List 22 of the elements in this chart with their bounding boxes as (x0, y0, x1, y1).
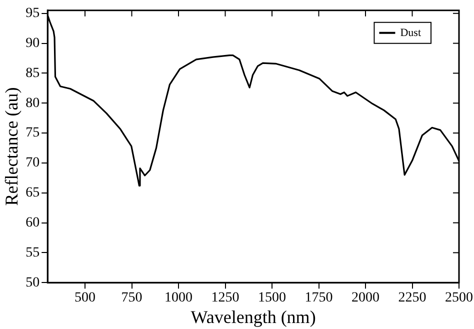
x-tick-label: 1000 (164, 290, 192, 306)
y-tick-label: 65 (26, 186, 40, 201)
y-tick-label: 55 (26, 245, 40, 260)
x-axis-title: Wavelength (nm) (190, 306, 316, 327)
x-tick-label: 2500 (445, 290, 473, 306)
x-tick-label: 2000 (352, 290, 380, 306)
x-tick-label: 1250 (211, 290, 240, 306)
y-tick-label: 50 (26, 275, 40, 290)
y-tick-label: 85 (26, 66, 40, 81)
y-tick-label: 70 (26, 156, 40, 171)
y-tick-label: 60 (26, 215, 40, 230)
y-tick-label: 95 (26, 6, 40, 22)
x-tick-label: 750 (121, 290, 142, 306)
x-tick-label: 500 (74, 290, 96, 306)
y-axis-title: Reflectance (au) (2, 87, 22, 206)
x-tick-label: 1500 (258, 290, 286, 306)
x-tick-label: 2250 (398, 290, 426, 306)
y-tick-label: 80 (26, 96, 40, 111)
y-tick-label: 90 (26, 36, 40, 51)
y-tick-label: 75 (26, 126, 40, 141)
legend-label: Dust (400, 26, 421, 39)
x-tick-label: 1750 (304, 290, 333, 306)
